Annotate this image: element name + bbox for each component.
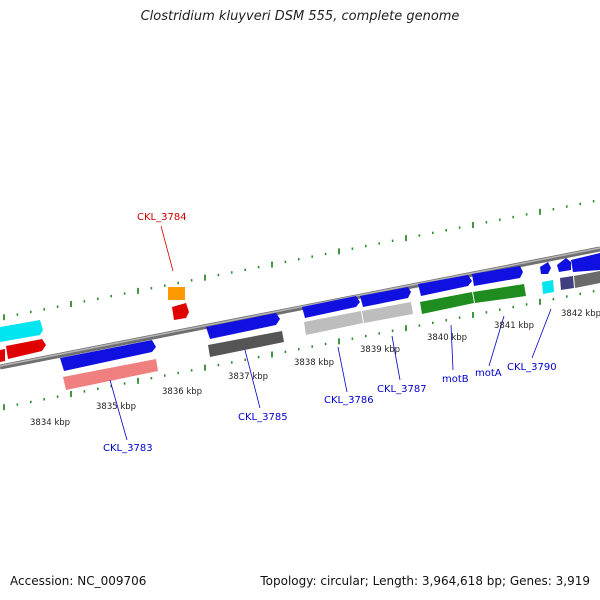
callout-ckl3785: [244, 349, 261, 409]
bar-slate-right: [560, 276, 574, 290]
callout-mota: [488, 315, 505, 367]
gene-label-motb[interactable]: motB: [442, 374, 469, 385]
gene-label-ckl3787[interactable]: CKL_3787: [377, 384, 427, 395]
bar-ckl3787: [362, 302, 413, 323]
gene-arrow-ckl3787[interactable]: [360, 287, 411, 307]
bar-mota: [473, 284, 526, 303]
genome-summary: Topology: circular; Length: 3,964,618 bp…: [260, 574, 590, 588]
gene-arrow-small-2[interactable]: [557, 258, 571, 272]
gene-arrow-red-edge[interactable]: [0, 349, 5, 362]
gene-label-ckl3783[interactable]: CKL_3783: [103, 443, 153, 454]
inner-tick-ring: [3, 290, 595, 411]
bar-gray-edge: [574, 271, 600, 288]
gene-arrow-ckl3785[interactable]: [206, 313, 280, 339]
kbp-label: 3840 kbp: [427, 333, 467, 343]
gene-label-ckl3790[interactable]: CKL_3790: [507, 362, 557, 373]
genome-backbone-highlight: [0, 247, 600, 367]
forward-genes: [0, 253, 600, 371]
gene-arrow-edge[interactable]: [571, 253, 600, 272]
bar-motb: [420, 292, 474, 314]
gene-label-ckl3786[interactable]: CKL_3786: [324, 395, 374, 406]
gene-arrow-mota[interactable]: [472, 266, 523, 286]
gene-arrow-ckl3783[interactable]: [60, 340, 156, 371]
accession-label: Accession: NC_009706: [10, 574, 147, 588]
bar-ckl3783: [63, 359, 158, 390]
bar-orange-ckl3784: [168, 287, 185, 300]
kbp-label: 3838 kbp: [294, 358, 334, 368]
gene-label-ckl3784[interactable]: CKL_3784: [137, 212, 187, 223]
kbp-label: 3837 kbp: [228, 372, 268, 382]
kbp-label: 3834 kbp: [30, 418, 70, 428]
callout-ckl3790: [531, 308, 552, 359]
gene-arrow-cyan-left[interactable]: [0, 320, 43, 342]
gene-labels: CKL_3784 CKL_3783 CKL_3785 CKL_3786 CKL_…: [103, 212, 557, 454]
genome-backbone: [0, 246, 600, 370]
callout-motb: [450, 324, 454, 371]
gene-label-ckl3785[interactable]: CKL_3785: [238, 412, 288, 423]
kbp-label: 3839 kbp: [360, 345, 400, 355]
bar-ckl3786: [304, 311, 363, 335]
outer-tick-ring: [3, 200, 595, 321]
callout-ckl3784: [160, 225, 174, 272]
bar-red-ckl3784: [172, 303, 189, 320]
gene-arrow-small-1[interactable]: [540, 262, 551, 274]
kbp-label: 3842 kbp: [561, 309, 600, 319]
gene-arrow-ckl3786[interactable]: [302, 296, 360, 318]
gene-arrow-motb[interactable]: [418, 275, 472, 296]
kbp-label: 3836 kbp: [162, 387, 202, 397]
callout-ckl3786: [337, 346, 348, 393]
genome-title: Clostridium kluyveri DSM 555, complete g…: [140, 9, 460, 24]
gene-arrow-red-left[interactable]: [6, 339, 46, 359]
callout-lines: [109, 308, 552, 441]
gene-label-mota[interactable]: motA: [475, 368, 502, 379]
callout-ckl3787: [391, 335, 401, 381]
bar-cyan-right: [542, 280, 554, 294]
kbp-label: 3841 kbp: [494, 321, 534, 331]
bar-ckl3785: [208, 331, 284, 357]
kbp-label: 3835 kbp: [96, 402, 136, 412]
callout-ckl3783: [109, 379, 128, 441]
kbp-labels: 3834 kbp 3835 kbp 3836 kbp 3837 kbp 3838…: [30, 309, 600, 428]
function-bars: [63, 271, 600, 390]
